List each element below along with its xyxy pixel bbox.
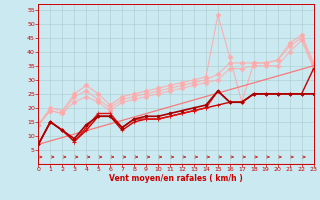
X-axis label: Vent moyen/en rafales ( km/h ): Vent moyen/en rafales ( km/h ) [109,174,243,183]
